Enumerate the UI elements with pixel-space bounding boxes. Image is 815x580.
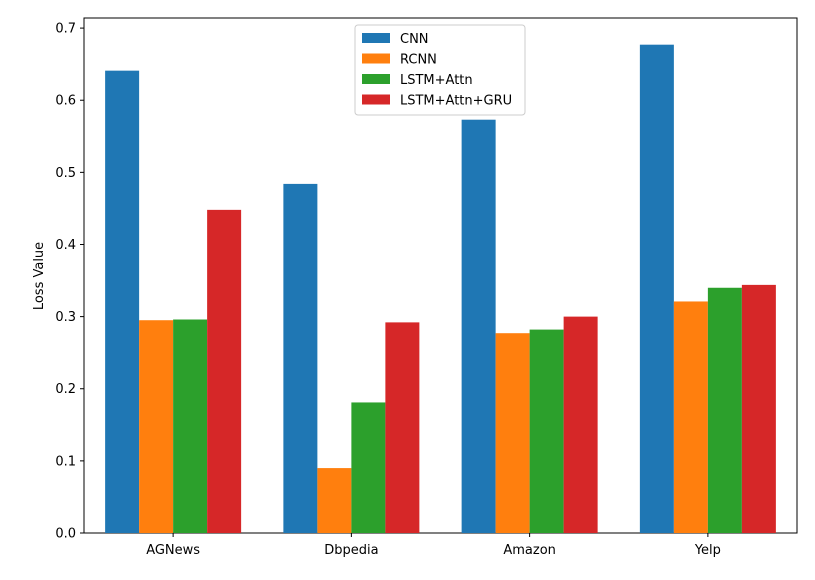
bar-rcnn-agnews <box>139 320 174 533</box>
y-tick-label: 0.0 <box>55 527 76 542</box>
x-tick-label-amazon: Amazon <box>503 543 556 558</box>
bar-cnn-yelp <box>639 44 674 533</box>
legend-swatch-lstm-attn <box>362 74 390 84</box>
bars <box>105 44 776 534</box>
legend-swatch-rcnn <box>362 53 390 64</box>
x-tick-label-dbpedia: Dbpedia <box>324 543 378 558</box>
bar-lstm-attn-gru-agnews <box>207 209 242 534</box>
y-tick-label: 0.5 <box>55 166 76 181</box>
legend-swatch-cnn <box>362 33 390 43</box>
bar-cnn-amazon <box>461 119 496 533</box>
bar-lstm-attn-yelp <box>707 287 742 533</box>
y-axis: 0.0 0.1 0.2 0.3 0.4 0.5 0.6 0.7 <box>55 22 84 542</box>
bar-lstm-attn-gru-amazon <box>563 316 598 533</box>
plot-area <box>83 17 798 534</box>
legend-label-lstm-attn: LSTM+Attn <box>400 73 473 88</box>
bar-lstm-attn-dbpedia <box>351 402 386 533</box>
x-axis: AGNews Dbpedia Amazon Yelp <box>146 533 721 558</box>
x-tick-label-yelp: Yelp <box>694 543 721 558</box>
bar-rcnn-yelp <box>673 301 708 533</box>
bar-cnn-agnews <box>105 70 140 534</box>
y-tick-label: 0.2 <box>55 382 76 397</box>
legend-label-rcnn: RCNN <box>400 53 437 68</box>
legend: CNN RCNN LSTM+Attn LSTM+Attn+GRU <box>354 24 526 116</box>
x-tick-label-agnews: AGNews <box>146 543 200 558</box>
legend-label-lstm-attn-gru: LSTM+Attn+GRU <box>400 94 512 109</box>
bar-lstm-attn-agnews <box>173 319 208 533</box>
y-tick-label: 0.6 <box>55 94 76 109</box>
bar-cnn-dbpedia <box>283 183 318 533</box>
legend-swatch-lstm-attn-gru <box>362 94 390 105</box>
legend-frame <box>354 24 526 116</box>
plot-frame <box>83 17 798 534</box>
y-tick-label: 0.7 <box>55 22 76 37</box>
y-tick-label: 0.3 <box>55 310 76 325</box>
y-tick-label: 0.4 <box>55 238 76 253</box>
bar-lstm-attn-gru-yelp <box>741 284 776 533</box>
bar-rcnn-dbpedia <box>317 468 352 533</box>
legend-label-cnn: CNN <box>400 32 429 47</box>
bar-lstm-attn-gru-dbpedia <box>385 322 420 533</box>
bar-rcnn-amazon <box>495 333 530 533</box>
y-axis-label: Loss Value <box>32 242 47 310</box>
bar-lstm-attn-amazon <box>529 329 564 533</box>
y-tick-label: 0.1 <box>55 454 76 469</box>
